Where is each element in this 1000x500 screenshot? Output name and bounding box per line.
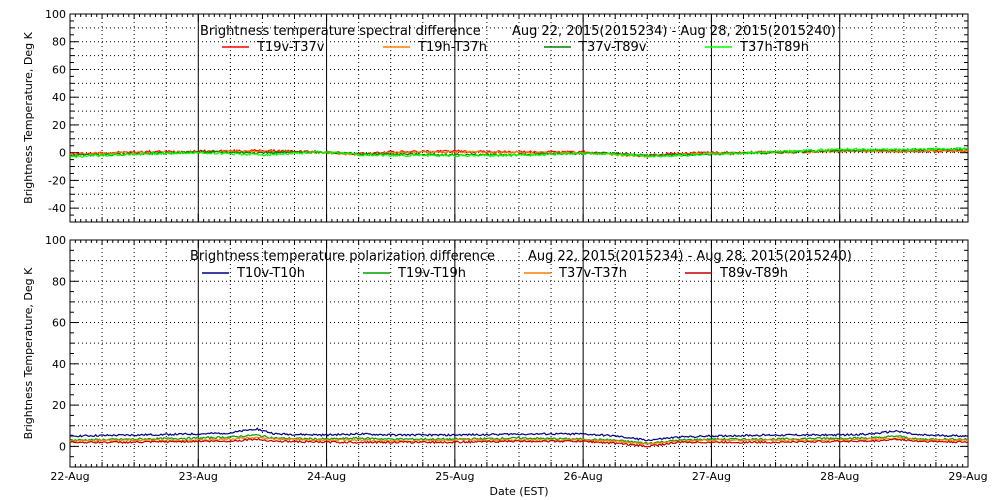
x-axis-label: Date (EST) <box>489 485 548 498</box>
chart-title: Brightness temperature spectral differen… <box>200 24 481 39</box>
y-axis-label: Brightness Temperature, Deg K <box>22 31 35 203</box>
y-tick-label: 40 <box>52 91 66 104</box>
legend-label: T19h-T37h <box>417 40 487 55</box>
x-tick-label: 24-Aug <box>307 470 346 483</box>
legend-label: T19v-T37v <box>256 40 325 55</box>
y-tick-label: 60 <box>52 63 66 76</box>
y-tick-label: 80 <box>52 36 66 49</box>
x-tick-label: 26-Aug <box>564 470 603 483</box>
y-tick-label: 0 <box>59 440 66 453</box>
y-tick-label: 20 <box>52 119 66 132</box>
chart-date-range: Aug 22, 2015(2015234) - Aug 28, 2015(201… <box>528 249 852 264</box>
x-tick-label: 29-Aug <box>948 470 987 483</box>
series-line-T89v-T89h <box>70 437 969 448</box>
series-line-T10v-T10h <box>69 427 969 442</box>
legend-label: T89v-T89h <box>719 266 788 281</box>
y-tick-label: 100 <box>45 234 66 247</box>
y-tick-label: -40 <box>48 202 66 215</box>
y-tick-label: 20 <box>52 399 66 412</box>
y-tick-label: 60 <box>52 317 66 330</box>
series-line-T19v-T19h <box>69 433 968 445</box>
x-tick-label: 25-Aug <box>435 470 474 483</box>
y-tick-label: 0 <box>59 147 66 160</box>
legend-label: T10v-T10h <box>236 266 305 281</box>
y-axis-label: Brightness Temperature, Deg K <box>22 267 35 439</box>
chart-title: Brightness temperature polarization diff… <box>190 249 495 264</box>
y-tick-label: 100 <box>45 8 66 21</box>
legend-label: T37v-T89v <box>578 40 647 55</box>
series-line-T37h-T89h <box>69 147 969 159</box>
y-tick-label: -20 <box>48 174 66 187</box>
x-tick-label: 28-Aug <box>820 470 859 483</box>
legend-label: T37h-T89h <box>739 40 809 55</box>
x-tick-label: 23-Aug <box>179 470 218 483</box>
x-tick-label: 22-Aug <box>50 470 89 483</box>
x-tick-label: 27-Aug <box>692 470 731 483</box>
chart-date-range: Aug 22, 2015(2015234) - Aug 28, 2015(201… <box>512 24 836 39</box>
legend-label: T37v-T37h <box>558 266 627 281</box>
y-tick-label: 40 <box>52 358 66 371</box>
legend-label: T19v-T19h <box>397 266 466 281</box>
y-tick-label: 80 <box>52 275 66 288</box>
